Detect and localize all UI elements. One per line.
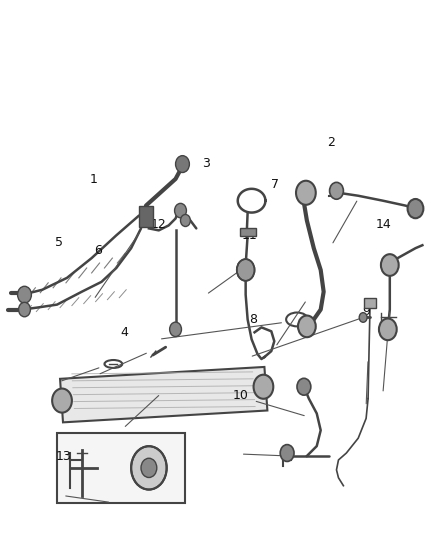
Circle shape <box>131 446 167 489</box>
Text: 7: 7 <box>271 178 279 191</box>
Bar <box>240 229 255 236</box>
Text: 12: 12 <box>151 218 166 231</box>
Text: 2: 2 <box>328 136 336 149</box>
Bar <box>57 433 185 503</box>
Circle shape <box>254 375 273 399</box>
Text: 8: 8 <box>250 313 258 326</box>
Circle shape <box>296 181 316 205</box>
Circle shape <box>329 182 343 199</box>
Circle shape <box>18 286 32 303</box>
Circle shape <box>18 302 30 317</box>
Circle shape <box>297 378 311 395</box>
Circle shape <box>141 458 157 478</box>
Circle shape <box>237 259 254 281</box>
Text: 5: 5 <box>55 236 63 249</box>
Bar <box>139 206 153 228</box>
Text: 1: 1 <box>90 173 98 186</box>
Text: 10: 10 <box>233 389 248 402</box>
Text: 4: 4 <box>120 326 128 339</box>
Circle shape <box>52 389 72 413</box>
Circle shape <box>379 319 397 340</box>
Circle shape <box>170 322 181 336</box>
Text: 14: 14 <box>375 218 391 231</box>
Text: 3: 3 <box>202 157 210 170</box>
Circle shape <box>408 199 424 218</box>
Polygon shape <box>60 367 267 422</box>
Text: 13: 13 <box>56 450 71 463</box>
Bar <box>364 297 376 308</box>
Circle shape <box>175 204 187 218</box>
Circle shape <box>359 313 367 322</box>
Circle shape <box>298 316 316 337</box>
Circle shape <box>280 445 294 462</box>
Circle shape <box>176 156 189 173</box>
Circle shape <box>381 254 399 276</box>
Text: 9: 9 <box>362 305 370 318</box>
Text: 6: 6 <box>94 244 102 257</box>
Text: 11: 11 <box>241 229 257 243</box>
Circle shape <box>180 214 191 227</box>
